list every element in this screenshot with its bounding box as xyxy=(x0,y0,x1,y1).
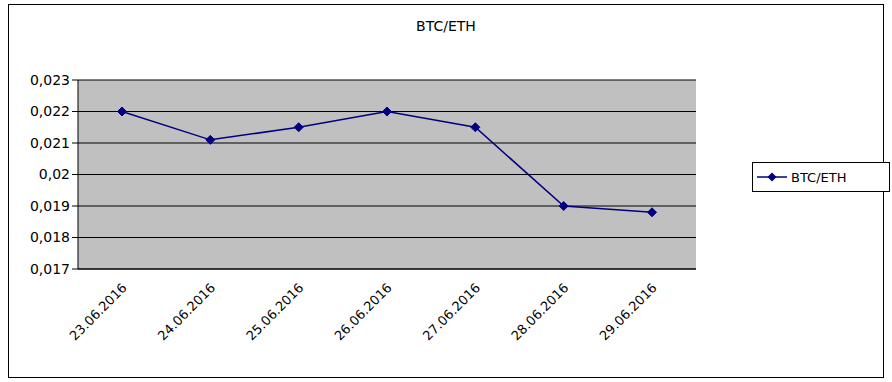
svg-text:27.06.2016: 27.06.2016 xyxy=(420,280,483,343)
svg-text:0,02: 0,02 xyxy=(39,166,70,182)
svg-text:26.06.2016: 26.06.2016 xyxy=(332,280,395,343)
svg-text:0,018: 0,018 xyxy=(30,229,70,245)
svg-text:24.06.2016: 24.06.2016 xyxy=(155,280,218,343)
svg-text:0,019: 0,019 xyxy=(30,198,70,214)
svg-text:28.06.2016: 28.06.2016 xyxy=(508,280,571,343)
html-text:BTC/ETH: BTC/ETH xyxy=(416,18,476,34)
html-text:BTC/ETH: BTC/ETH xyxy=(791,169,847,185)
svg-text:0,021: 0,021 xyxy=(30,135,70,151)
svg-text:0,022: 0,022 xyxy=(30,103,70,119)
svg-text:25.06.2016: 25.06.2016 xyxy=(243,280,306,343)
svg-text:0,023: 0,023 xyxy=(30,72,70,88)
svg-text:0,017: 0,017 xyxy=(30,261,70,277)
svg-text:23.06.2016: 23.06.2016 xyxy=(67,280,130,343)
svg-text:29.06.2016: 29.06.2016 xyxy=(597,280,660,343)
